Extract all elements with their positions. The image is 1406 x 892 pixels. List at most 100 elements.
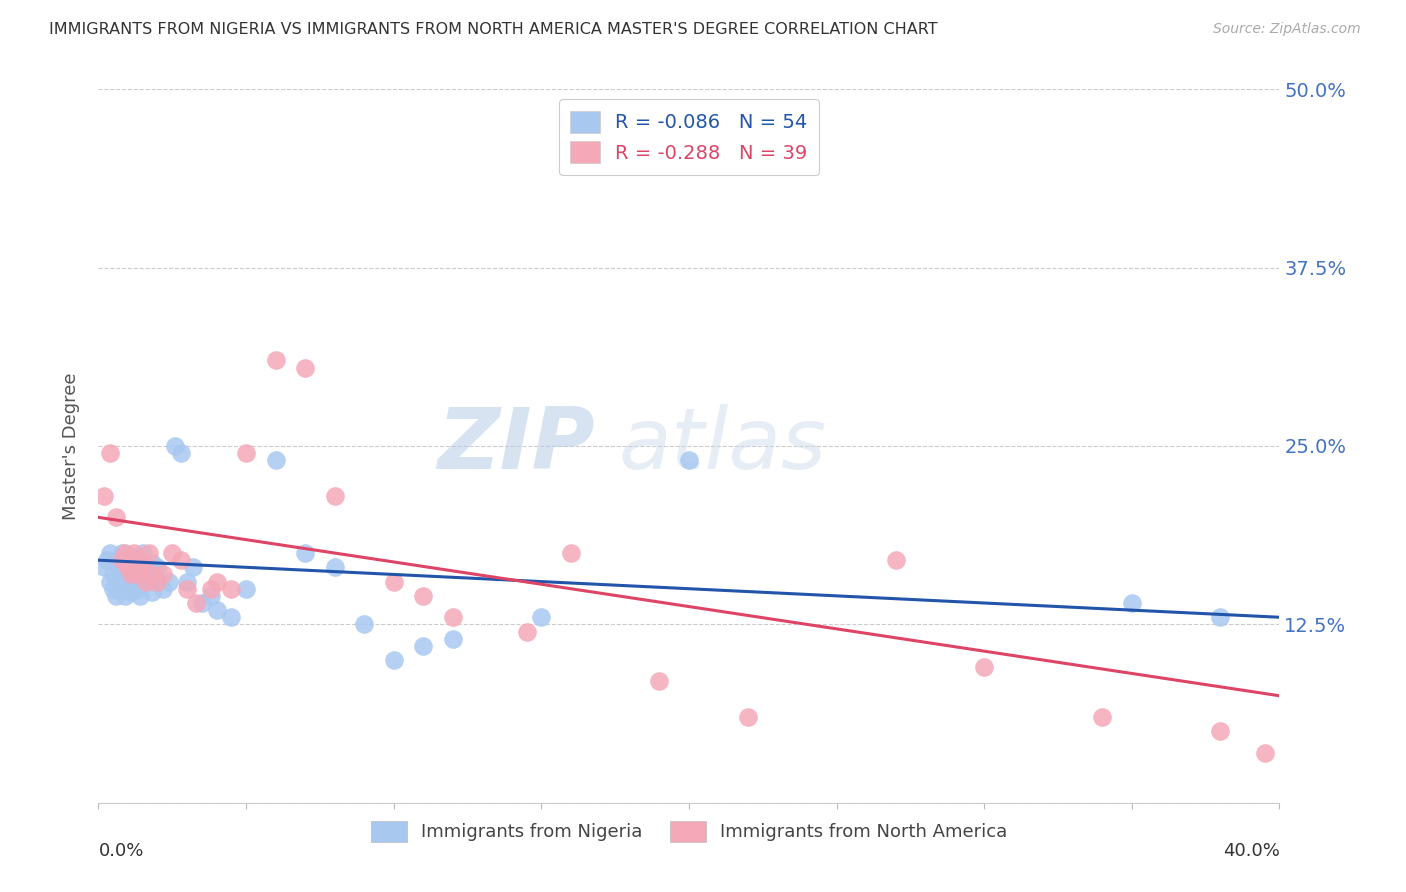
Point xyxy=(382,653,405,667)
Point xyxy=(114,589,136,603)
Point xyxy=(93,560,115,574)
Point xyxy=(1209,724,1232,739)
Point xyxy=(152,582,174,596)
Point xyxy=(135,574,157,589)
Point xyxy=(382,574,405,589)
Point xyxy=(146,560,169,574)
Text: 40.0%: 40.0% xyxy=(1223,842,1279,860)
Point xyxy=(120,584,142,599)
Point xyxy=(122,546,145,560)
Point xyxy=(181,560,204,574)
Text: Source: ZipAtlas.com: Source: ZipAtlas.com xyxy=(1213,22,1361,37)
Point xyxy=(98,446,121,460)
Point xyxy=(105,589,128,603)
Point xyxy=(108,560,131,574)
Point xyxy=(120,567,142,582)
Point xyxy=(165,439,187,453)
Point xyxy=(111,567,134,582)
Point xyxy=(138,565,160,579)
Point xyxy=(132,546,155,560)
Point xyxy=(117,553,139,567)
Point xyxy=(264,353,287,368)
Point xyxy=(157,574,180,589)
Point xyxy=(128,560,150,574)
Point xyxy=(412,589,434,603)
Point xyxy=(143,574,166,589)
Text: 0.0%: 0.0% xyxy=(98,842,143,860)
Point xyxy=(648,674,671,689)
Point xyxy=(1209,610,1232,624)
Point xyxy=(114,560,136,574)
Point xyxy=(152,567,174,582)
Point xyxy=(235,446,257,460)
Point xyxy=(125,567,148,582)
Legend: Immigrants from Nigeria, Immigrants from North America: Immigrants from Nigeria, Immigrants from… xyxy=(361,812,1017,851)
Point xyxy=(132,560,155,574)
Point xyxy=(264,453,287,467)
Point xyxy=(323,489,346,503)
Point xyxy=(323,560,346,574)
Point xyxy=(973,660,995,674)
Point xyxy=(1091,710,1114,724)
Point xyxy=(176,574,198,589)
Point xyxy=(200,582,222,596)
Point xyxy=(105,510,128,524)
Text: ZIP: ZIP xyxy=(437,404,595,488)
Point xyxy=(141,584,163,599)
Point xyxy=(122,550,145,565)
Point xyxy=(1121,596,1143,610)
Point xyxy=(235,582,257,596)
Point xyxy=(117,574,139,589)
Text: atlas: atlas xyxy=(619,404,827,488)
Point xyxy=(441,632,464,646)
Point xyxy=(108,574,131,589)
Point xyxy=(132,567,155,582)
Point xyxy=(103,582,125,596)
Point xyxy=(122,570,145,584)
Point xyxy=(117,560,139,574)
Point xyxy=(125,582,148,596)
Point xyxy=(441,610,464,624)
Point xyxy=(205,574,228,589)
Point xyxy=(128,589,150,603)
Point xyxy=(294,360,316,375)
Point xyxy=(678,453,700,467)
Point xyxy=(412,639,434,653)
Point xyxy=(96,553,118,567)
Point xyxy=(162,546,183,560)
Point xyxy=(141,567,163,582)
Point xyxy=(146,574,169,589)
Point xyxy=(884,553,907,567)
Point xyxy=(205,603,228,617)
Point xyxy=(200,589,222,603)
Point xyxy=(111,546,134,560)
Point xyxy=(516,624,538,639)
Point xyxy=(93,489,115,503)
Point xyxy=(103,567,125,582)
Point xyxy=(737,710,759,724)
Point xyxy=(111,553,134,567)
Point xyxy=(221,610,243,624)
Point xyxy=(135,574,157,589)
Point xyxy=(125,556,148,570)
Point xyxy=(120,565,142,579)
Point xyxy=(105,553,128,567)
Point xyxy=(98,574,121,589)
Point xyxy=(170,446,193,460)
Point xyxy=(530,610,553,624)
Point xyxy=(176,582,198,596)
Point xyxy=(353,617,375,632)
Text: IMMIGRANTS FROM NIGERIA VS IMMIGRANTS FROM NORTH AMERICA MASTER'S DEGREE CORRELA: IMMIGRANTS FROM NIGERIA VS IMMIGRANTS FR… xyxy=(49,22,938,37)
Point xyxy=(560,546,582,560)
Point xyxy=(114,546,136,560)
Point xyxy=(221,582,243,596)
Point xyxy=(294,546,316,560)
Point xyxy=(141,556,163,570)
Point xyxy=(191,596,214,610)
Y-axis label: Master's Degree: Master's Degree xyxy=(62,372,80,520)
Point xyxy=(98,546,121,560)
Point xyxy=(184,596,207,610)
Point xyxy=(1254,746,1277,760)
Point xyxy=(170,553,193,567)
Point xyxy=(138,546,160,560)
